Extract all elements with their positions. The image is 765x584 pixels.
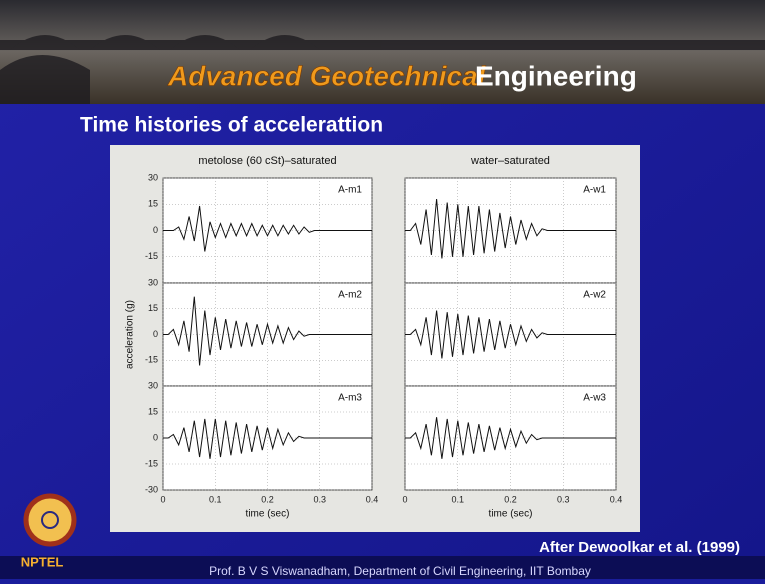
x-tick-label: 0 [402, 494, 407, 504]
slide-heading: Time histories of accelerattion [80, 114, 383, 137]
x-tick-label: 0.3 [313, 494, 326, 504]
source-note: After Dewoolkar et al. (1999) [539, 539, 740, 556]
y-tick-label: 15 [148, 406, 158, 416]
x-tick-label: 0.1 [209, 494, 222, 504]
y-tick-label: -15 [145, 355, 158, 365]
y-tick-label: -15 [145, 251, 158, 261]
panel-label: A-m2 [338, 290, 362, 301]
slide-title-rest: Engineering [475, 60, 637, 91]
x-tick-label: 0.2 [261, 494, 274, 504]
logo-text: NPTEL [21, 554, 64, 569]
panel-label: A-w3 [583, 393, 606, 404]
footer-text: Prof. B V S Viswanadham, Department of C… [209, 564, 591, 578]
panel-label: A-w2 [583, 290, 606, 301]
x-axis-label: time (sec) [246, 509, 290, 520]
page: Advanced Geotechnical Engineering Time h… [0, 0, 765, 579]
x-tick-label: 0.3 [557, 494, 570, 504]
y-tick-label: 0 [153, 432, 158, 442]
y-tick-label: 15 [148, 199, 158, 209]
y-tick-label: 0 [153, 329, 158, 339]
panel-label: A-m3 [338, 393, 362, 404]
y-tick-label: -30 [145, 484, 158, 494]
y-tick-label: 30 [148, 277, 158, 287]
column-title: metolose (60 cSt)–saturated [198, 155, 336, 167]
x-tick-label: 0 [160, 494, 165, 504]
slide: Advanced Geotechnical Engineering Time h… [0, 0, 765, 579]
y-tick-label: -15 [145, 458, 158, 468]
x-tick-label: 0.1 [451, 494, 464, 504]
logo-circle [26, 496, 74, 544]
panel-label: A-w1 [583, 185, 606, 196]
y-tick-label: 30 [148, 172, 158, 182]
panel-label: A-m1 [338, 185, 362, 196]
y-tick-label: 30 [148, 380, 158, 390]
x-tick-label: 0.4 [610, 494, 623, 504]
column-title: water–saturated [470, 155, 550, 167]
x-tick-label: 0.4 [366, 494, 379, 504]
x-axis-label: time (sec) [489, 509, 533, 520]
y-axis-label: acceleration (g) [125, 300, 136, 369]
y-tick-label: 0 [153, 225, 158, 235]
slide-title: Advanced Geotechnical [167, 60, 487, 91]
x-tick-label: 0.2 [504, 494, 517, 504]
y-tick-label: 15 [148, 303, 158, 313]
